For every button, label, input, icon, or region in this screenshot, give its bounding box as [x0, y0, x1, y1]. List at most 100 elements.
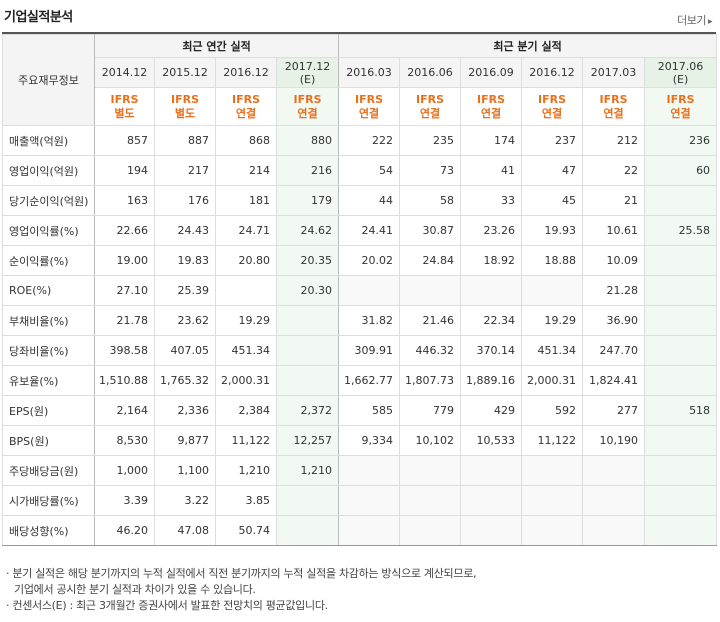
table-cell [644, 455, 718, 486]
row-label: 배당성향(%) [2, 515, 95, 546]
corner-header: 주요재무정보 [2, 34, 95, 126]
table-cell: 24.41 [338, 215, 401, 246]
table-cell: 54 [338, 155, 401, 186]
footnote-2: · 컨센서스(E) : 최근 3개월간 증권사에서 발표한 전망치의 평균값입니… [6, 599, 328, 612]
table-cell [460, 485, 523, 516]
table-cell [215, 275, 277, 306]
table-cell: 887 [154, 125, 216, 156]
table-cell: 24.84 [399, 245, 462, 276]
table-cell: 222 [338, 125, 401, 156]
table-cell [338, 485, 401, 516]
row-label: 부채비율(%) [2, 305, 95, 336]
table-cell [399, 455, 462, 486]
table-cell: 33 [460, 185, 523, 216]
table-cell: 868 [215, 125, 277, 156]
table-cell [338, 455, 401, 486]
row-label: 순이익률(%) [2, 245, 95, 276]
period-header: 2016.12 [521, 57, 584, 88]
row-label: ROE(%) [2, 275, 95, 306]
table-cell: 236 [644, 125, 718, 156]
table-cell: 20.30 [275, 275, 340, 306]
table-cell [275, 485, 340, 516]
table-cell: 370.14 [460, 335, 523, 366]
table-row: 영업이익(억원) 194 217 214 216 54 73 41 47 22 60 [2, 155, 718, 186]
table-cell: 446.32 [399, 335, 462, 366]
table-cell: 24.62 [275, 215, 340, 246]
table-cell [582, 455, 646, 486]
table-cell: 2,372 [275, 395, 340, 426]
table-cell: 10.61 [582, 215, 646, 246]
table-cell: 398.58 [94, 335, 155, 366]
section-title: 기업실적분석 [4, 10, 73, 25]
table-row: EPS(원) 2,164 2,336 2,384 2,372 585 779 429 592 27… [2, 395, 718, 426]
table-cell: 1,510.88 [94, 365, 155, 396]
table-cell [460, 515, 523, 546]
table-cell: 451.34 [215, 335, 277, 366]
row-label: EPS(원) [2, 395, 95, 426]
table-cell: 45 [521, 185, 584, 216]
table-cell [644, 245, 718, 276]
footnotes: · 분기 실적은 해당 분기까지의 누적 실적에서 직전 분기까지의 누적 실적… [6, 566, 477, 614]
table-cell: 22.34 [460, 305, 523, 336]
table-cell: 25.58 [644, 215, 718, 246]
table-cell: 216 [275, 155, 340, 186]
table-cell: 19.29 [521, 305, 584, 336]
table-cell: 235 [399, 125, 462, 156]
table-cell: 46.20 [94, 515, 155, 546]
table-row: 순이익률(%) 19.00 19.83 20.80 20.35 20.02 24.84 18.… [2, 245, 718, 276]
table-row: 매출액(억원) 857 887 868 880 222 235 174 237 212 236 [2, 125, 718, 156]
table-cell: 247.70 [582, 335, 646, 366]
table-cell: 8,530 [94, 425, 155, 456]
period-header: 2016.12 [215, 57, 277, 88]
table-cell: 24.43 [154, 215, 216, 246]
table-cell: 50.74 [215, 515, 277, 546]
more-link[interactable]: 더보기 ▸ [677, 12, 712, 28]
table-cell: 30.87 [399, 215, 462, 246]
table-cell: 19.93 [521, 215, 584, 246]
table-cell: 2,336 [154, 395, 216, 426]
table-cell [338, 515, 401, 546]
table-cell: 857 [94, 125, 155, 156]
ifrs-header: IFRS 별도 [154, 87, 216, 126]
table-cell: 31.82 [338, 305, 401, 336]
table-cell: 2,000.31 [521, 365, 584, 396]
table-cell: 36.90 [582, 305, 646, 336]
table-cell: 20.02 [338, 245, 401, 276]
ifrs-header: IFRS 연결 [521, 87, 584, 126]
table-cell: 41 [460, 155, 523, 186]
period-header: 2017.06 (E) [644, 57, 718, 88]
table-cell [399, 275, 462, 306]
table-cell: 1,807.73 [399, 365, 462, 396]
table-cell: 18.88 [521, 245, 584, 276]
footnote-1-cont: 기업에서 공시한 분기 실적과 차이가 있을 수 있습니다. [14, 583, 256, 596]
table-cell: 1,210 [275, 455, 340, 486]
table-cell [582, 515, 646, 546]
table-cell: 1,100 [154, 455, 216, 486]
footnote-1: · 분기 실적은 해당 분기까지의 누적 실적에서 직전 분기까지의 누적 실적… [6, 567, 477, 580]
table-cell: 11,122 [521, 425, 584, 456]
table-cell: 20.80 [215, 245, 277, 276]
table-cell: 21 [582, 185, 646, 216]
table-cell: 217 [154, 155, 216, 186]
table-cell: 10,190 [582, 425, 646, 456]
table-row: 시가배당률(%) 3.39 3.22 3.85 [2, 485, 718, 516]
row-label: 시가배당률(%) [2, 485, 95, 516]
table-cell [521, 485, 584, 516]
ifrs-header: IFRS 연결 [215, 87, 277, 126]
table-cell: 19.29 [215, 305, 277, 336]
table-cell: 880 [275, 125, 340, 156]
table-cell: 585 [338, 395, 401, 426]
table-cell: 58 [399, 185, 462, 216]
top-divider [2, 32, 716, 34]
table-cell: 24.71 [215, 215, 277, 246]
row-label: 매출액(억원) [2, 125, 95, 156]
table-cell: 592 [521, 395, 584, 426]
table-cell [521, 455, 584, 486]
table-cell: 179 [275, 185, 340, 216]
table-cell: 19.00 [94, 245, 155, 276]
table-cell: 2,384 [215, 395, 277, 426]
table-cell: 277 [582, 395, 646, 426]
table-cell: 3.85 [215, 485, 277, 516]
table-cell: 23.26 [460, 215, 523, 246]
table-cell: 73 [399, 155, 462, 186]
